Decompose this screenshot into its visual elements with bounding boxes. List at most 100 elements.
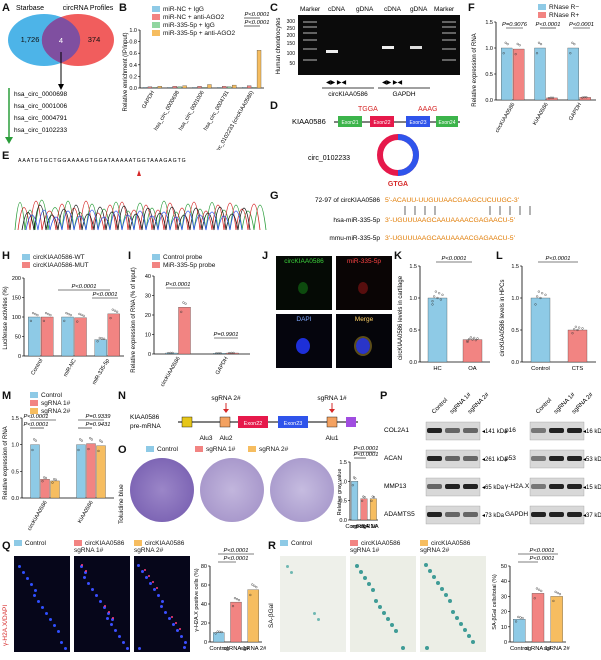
- y-tick-label: 50: [15, 335, 21, 341]
- blot-band: [549, 512, 564, 517]
- y-tick-label: 1.5: [511, 264, 519, 270]
- svg-text:circKIAA0586 levels in HPCs: circKIAA0586 levels in HPCs: [500, 279, 506, 356]
- data-point: [31, 311, 35, 315]
- bar: [513, 619, 526, 643]
- panel-label-q: Q: [2, 540, 11, 552]
- y-tick-label: 0.2: [129, 74, 137, 80]
- y-tick-label: 40: [201, 602, 207, 608]
- data-point: [363, 496, 366, 499]
- y-tick-label: 0: [204, 640, 207, 646]
- p-value: P<0.0001: [224, 548, 249, 554]
- data-point: [80, 439, 83, 442]
- gel-c: Marker cDNA gDNA cDNA gDNA Marker 300 25…: [276, 6, 460, 98]
- data-point: [180, 310, 183, 313]
- y-tick-label: 0: [504, 640, 507, 646]
- y-tick-label: 0.4: [129, 63, 137, 69]
- blot-column-label: Control: [431, 397, 449, 415]
- y-tick-label: 1.5: [409, 264, 417, 270]
- p-value: P<0.0001: [245, 12, 270, 18]
- blot-band: [567, 456, 582, 461]
- data-point: [41, 480, 44, 483]
- data-point: [36, 313, 39, 317]
- y-tick-label: 0: [148, 352, 151, 358]
- chart-l: circKIAA0586 levels in HPCs 0.0 0.5 1.0 1.5…: [500, 256, 596, 372]
- bar: [61, 316, 74, 357]
- legend-b-1: miR-NC + anti-AGO2: [152, 14, 224, 21]
- bar: [28, 316, 41, 357]
- svg-text:Exon22: Exon22: [244, 421, 263, 427]
- data-point: [255, 586, 258, 589]
- venn-right-title: circRNA Profiles: [63, 5, 114, 12]
- chart-f: Relative expression of RNA 0.0 0.5 1.0 1.5 c…: [472, 20, 596, 134]
- bar: [217, 87, 222, 89]
- blot-band: [445, 512, 460, 517]
- svg-text:Alu2: Alu2: [219, 435, 232, 442]
- p-value: P<0.0001: [224, 556, 249, 562]
- x-tick-label: HC: [433, 366, 441, 372]
- data-point: [502, 52, 505, 55]
- svg-text:5'-ACAUU-UUGUUAACGAAGCUCUUGC-3: 5'-ACAUU-UUGUUAACGAAGCUCUUGC-3': [385, 197, 519, 204]
- blot-band: [549, 484, 564, 489]
- data-point: [431, 300, 434, 303]
- bar: [86, 443, 96, 499]
- y-tick-label: 40: [145, 274, 151, 280]
- bar: [462, 339, 483, 363]
- venn-left-title: Starbase: [16, 5, 44, 12]
- svg-text:pre-mRNA: pre-mRNA: [130, 423, 161, 430]
- bar: [232, 84, 237, 89]
- panel-label-g: G: [270, 190, 279, 202]
- data-point: [441, 293, 444, 296]
- blot-band: [549, 428, 564, 433]
- y-tick-label: 0.0: [11, 496, 19, 502]
- panel-label-p: P: [380, 390, 388, 402]
- data-point: [228, 352, 231, 355]
- data-point: [585, 96, 588, 99]
- bar: [531, 593, 545, 643]
- blot-row-label: p53: [505, 455, 516, 462]
- data-point: [109, 316, 112, 320]
- svg-text:mmu-miR-335-5p: mmu-miR-335-5p: [329, 235, 380, 242]
- data-point: [514, 620, 518, 623]
- chart-k: circKIAA0586 levels in cartilage 0.0 0.5 1…: [398, 256, 490, 372]
- svg-text:γ-H2A.X positive cells (%): γ-H2A.X positive cells (%): [194, 568, 200, 631]
- gdna-label-1: gDNA: [356, 6, 374, 13]
- y-tick-label: 1.5: [11, 416, 19, 422]
- well-control: [130, 458, 194, 522]
- junction-arrow-icon: [137, 170, 141, 176]
- data-point: [31, 448, 34, 452]
- y-tick-label: 1.0: [129, 28, 137, 34]
- blot-column-label: Control: [535, 397, 553, 415]
- bar: [247, 589, 259, 643]
- p-value: P=0.9339: [86, 414, 112, 420]
- svg-text:150: 150: [287, 41, 296, 47]
- data-point: [362, 495, 365, 498]
- data-point: [540, 589, 543, 593]
- panel-label-i: I: [128, 250, 132, 262]
- blot-row-label: p16: [505, 427, 516, 434]
- p-value: P<0.0001: [24, 422, 49, 428]
- chart-o: Relative gray value 0.0 0.5 1.0 1.5 Controls…: [337, 446, 380, 530]
- junction-seq: GTGA: [388, 181, 408, 188]
- data-point: [232, 351, 235, 355]
- data-point: [100, 440, 103, 443]
- data-point: [517, 615, 520, 619]
- y-tick-label: 0.5: [409, 328, 417, 334]
- gel-group-1: circKIAA0586: [328, 91, 368, 98]
- bar: [360, 498, 368, 521]
- well-sg1: [200, 458, 264, 522]
- svg-text:Relative expression of RNA: Relative expression of RNA: [472, 33, 478, 106]
- data-point: [518, 44, 521, 47]
- x-tick-label: sgRNA 1#: [525, 646, 552, 652]
- blot-kda: ◂73 kDa: [482, 513, 505, 519]
- data-point: [233, 597, 237, 600]
- data-point: [169, 351, 172, 355]
- blot-band: [567, 512, 582, 517]
- data-point: [571, 332, 574, 335]
- data-point: [79, 438, 82, 441]
- data-point: [371, 495, 374, 498]
- data-point: [434, 290, 437, 293]
- data-point: [82, 314, 85, 317]
- x-tick-label: sgRNA 2#: [240, 646, 266, 652]
- data-point: [558, 593, 562, 596]
- p-value: P<0.0001: [530, 548, 555, 554]
